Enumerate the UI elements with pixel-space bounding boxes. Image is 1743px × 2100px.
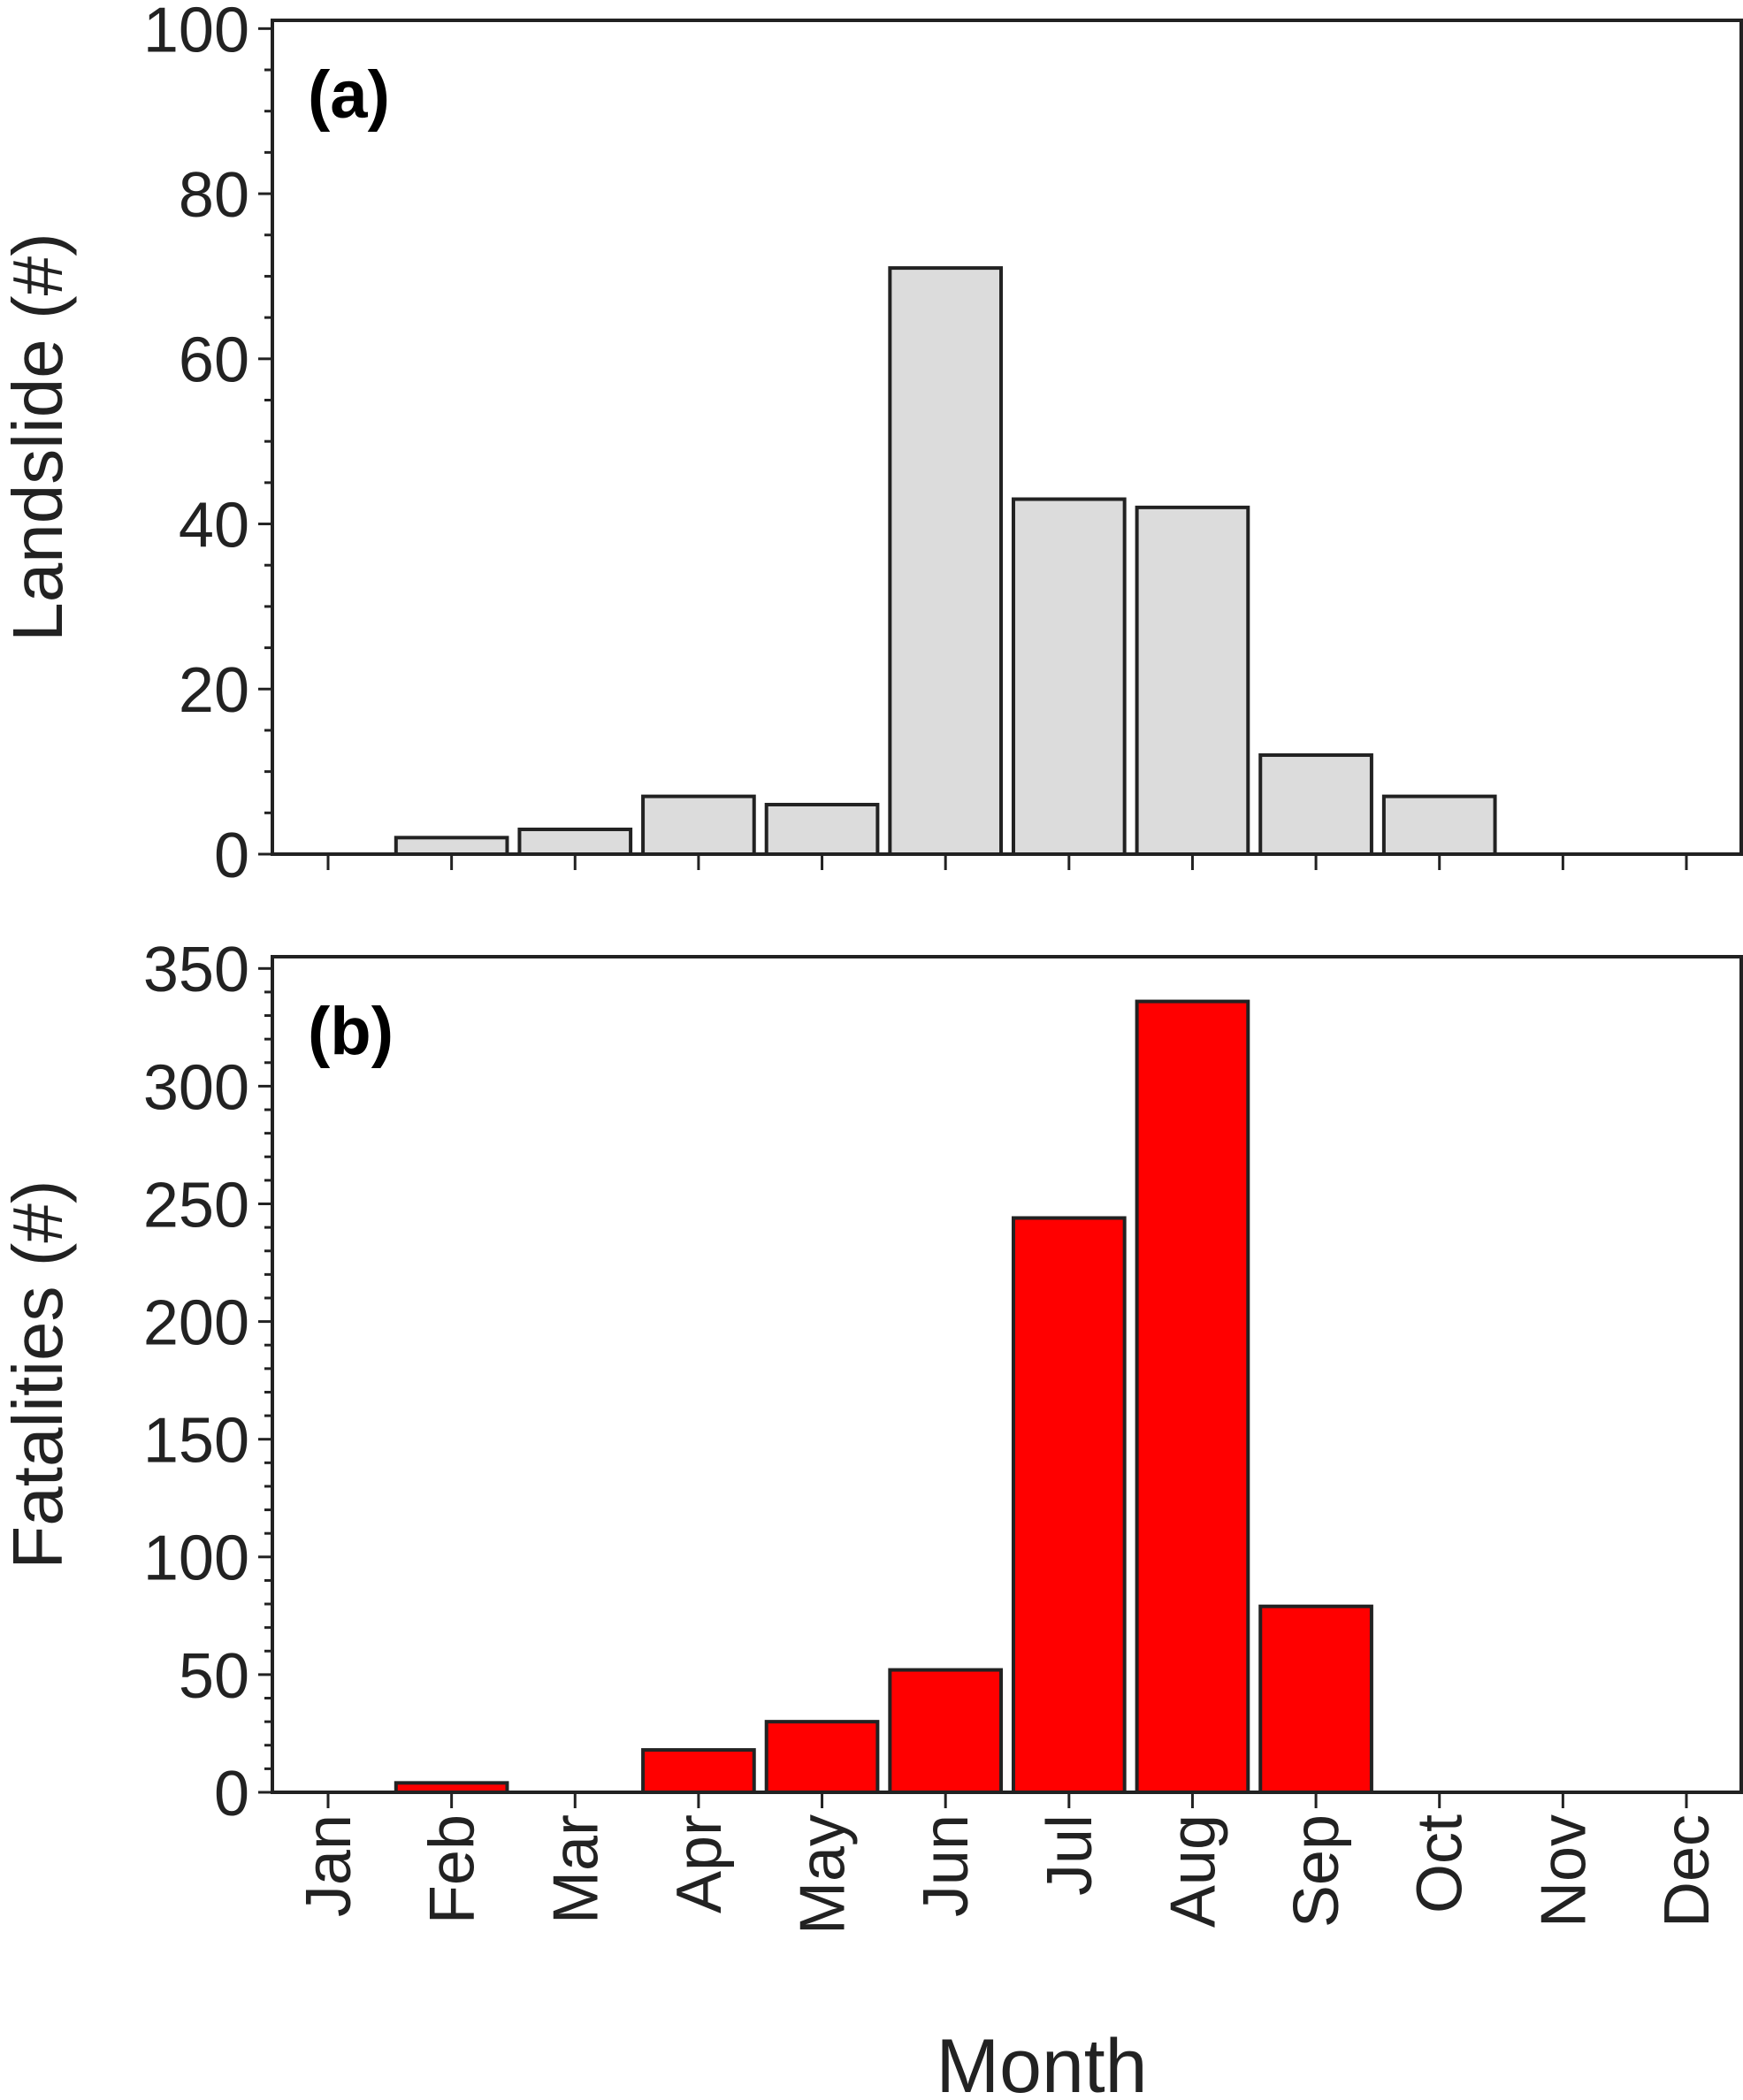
- bar-apr: [641, 1748, 756, 1794]
- bar-sep: [1258, 1604, 1373, 1794]
- plot-frame: [271, 955, 1743, 1794]
- x-tick-label-nov: Nov: [1528, 1814, 1599, 1928]
- bar-mar: [517, 827, 633, 857]
- y-tick-label: 50: [179, 1641, 249, 1712]
- y-tick-label: 40: [179, 490, 249, 561]
- bar-jun: [888, 266, 1004, 856]
- x-tick-label-feb: Feb: [417, 1814, 488, 1924]
- x-tick-label-sep: Sep: [1281, 1814, 1352, 1928]
- x-tick-label-dec: Dec: [1652, 1814, 1723, 1928]
- y-tick-label: 100: [143, 0, 249, 65]
- x-axis-title: Month: [936, 2024, 1147, 2100]
- x-tick-label-mar: Mar: [540, 1814, 611, 1924]
- x-tick-label-oct: Oct: [1405, 1814, 1476, 1913]
- y-tick-label: 300: [143, 1052, 249, 1123]
- bar-apr: [641, 794, 756, 856]
- y-tick-label: 0: [214, 821, 249, 891]
- y-tick-label: 100: [143, 1523, 249, 1594]
- x-tick-label-may: May: [788, 1814, 859, 1935]
- bar-jun: [888, 1668, 1004, 1795]
- y-tick-label: 60: [179, 325, 249, 396]
- bar-jul: [1011, 497, 1127, 857]
- plot-frame: [271, 19, 1743, 856]
- y-tick-label: 150: [143, 1406, 249, 1477]
- bar-aug: [1135, 505, 1250, 856]
- y-tick-label: 80: [179, 160, 249, 231]
- panel-label: (a): [308, 57, 390, 133]
- bar-oct: [1381, 794, 1497, 856]
- y-tick-label: 200: [143, 1288, 249, 1359]
- x-tick-label-jul: Jul: [1035, 1814, 1105, 1896]
- y-tick-label: 20: [179, 655, 249, 726]
- x-tick-label-jun: Jun: [911, 1814, 982, 1917]
- x-tick-label-apr: Apr: [664, 1814, 735, 1913]
- y-tick-label: 0: [214, 1759, 249, 1829]
- y-tick-label: 250: [143, 1170, 249, 1241]
- x-tick-label-jan: Jan: [294, 1814, 364, 1917]
- bar-aug: [1135, 999, 1250, 1795]
- y-axis-title: Fatalities (#): [0, 1180, 77, 1569]
- y-axis-title: Landslide (#): [0, 233, 77, 642]
- bar-jul: [1011, 1216, 1127, 1794]
- panel-label: (b): [308, 994, 394, 1069]
- x-tick-label-aug: Aug: [1158, 1814, 1228, 1928]
- bar-may: [764, 802, 880, 857]
- bar-feb: [394, 836, 509, 856]
- bar-may: [764, 1720, 880, 1795]
- bar-sep: [1258, 752, 1373, 856]
- y-tick-label: 350: [143, 935, 249, 1005]
